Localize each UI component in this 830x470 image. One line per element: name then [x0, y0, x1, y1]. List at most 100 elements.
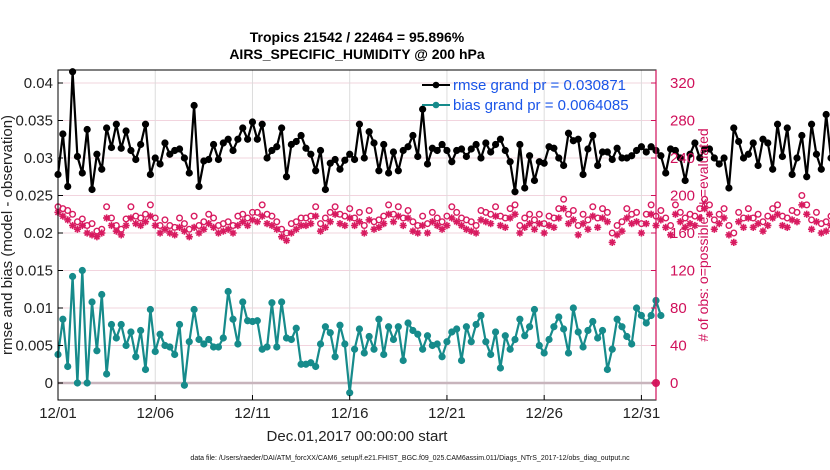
- bias-point: [453, 325, 461, 333]
- possible-obs-marker: [180, 220, 188, 228]
- possible-obs-marker: [720, 205, 728, 213]
- evaluated-obs-marker: [701, 205, 709, 213]
- legend-bias-label: bias grand pr = 0.0064085: [453, 97, 629, 114]
- rmse-point: [394, 167, 402, 175]
- evaluated-obs-marker: [749, 223, 757, 231]
- rmse-point: [312, 167, 320, 175]
- asterisk-stroke: [59, 213, 66, 220]
- bias-point: [487, 350, 495, 359]
- rmse-point: [316, 146, 325, 155]
- asterisk-stroke: [541, 229, 548, 237]
- evaluated-obs-marker: [696, 214, 704, 222]
- evaluated-obs-marker: [608, 238, 616, 246]
- asterisk-stroke: [142, 218, 149, 225]
- asterisk-stroke: [88, 231, 96, 238]
- bias-point: [389, 335, 398, 344]
- possible-obs-marker: [793, 208, 801, 216]
- asterisk-stroke: [288, 229, 295, 237]
- rmse-point: [205, 155, 213, 164]
- possible-obs-marker: [292, 218, 300, 226]
- rmse-point: [273, 143, 281, 151]
- rmse-point: [385, 169, 393, 177]
- bias-point: [419, 345, 427, 353]
- possible-obs-marker: [618, 218, 626, 226]
- rmse-point: [117, 144, 125, 152]
- bias-point: [584, 326, 592, 335]
- asterisk-stroke: [322, 224, 329, 231]
- asterisk-stroke: [156, 229, 164, 237]
- evaluated-obs-marker: [156, 229, 164, 237]
- bias-point: [647, 311, 655, 320]
- possible-obs-marker: [492, 203, 500, 211]
- possible-obs-marker: [258, 201, 266, 209]
- evaluated-obs-marker: [375, 223, 383, 231]
- legend-rmse-marker: [432, 81, 440, 89]
- asterisk-stroke: [317, 228, 324, 235]
- evaluated-obs-marker: [676, 218, 684, 226]
- rmse-point: [438, 140, 446, 149]
- asterisk-stroke: [497, 222, 504, 229]
- evaluated-obs-marker: [185, 233, 193, 241]
- y2-tick-label: 40: [670, 338, 687, 355]
- asterisk-stroke: [779, 222, 786, 229]
- asterisk-stroke: [122, 222, 130, 229]
- asterisk-stroke: [545, 222, 553, 229]
- chart-title: Tropics 21542 / 22464 = 95.896%: [250, 29, 465, 45]
- bias-point: [127, 328, 135, 336]
- bias-point: [73, 379, 82, 387]
- evaluated-obs-marker: [423, 229, 432, 237]
- rmse-point: [141, 120, 150, 128]
- asterisk-stroke: [254, 218, 261, 225]
- possible-obs-marker: [676, 208, 684, 216]
- possible-obs-marker: [822, 218, 830, 226]
- possible-obs-marker: [715, 210, 723, 218]
- rmse-point: [613, 144, 621, 152]
- rmse-point: [769, 165, 777, 173]
- possible-obs-marker: [248, 208, 256, 216]
- possible-obs-marker: [798, 191, 806, 199]
- possible-obs-marker: [827, 212, 830, 220]
- bias-point: [151, 347, 159, 356]
- rmse-point: [657, 152, 665, 160]
- bias-point: [409, 326, 417, 335]
- asterisk-stroke: [458, 222, 465, 229]
- rmse-point: [827, 154, 830, 162]
- possible-obs-marker: [662, 214, 670, 222]
- rmse-point: [151, 154, 159, 162]
- bias-point: [316, 340, 325, 348]
- rmse-point: [103, 124, 111, 132]
- possible-obs-marker: [321, 214, 329, 222]
- asterisk-stroke: [263, 220, 271, 227]
- asterisk-stroke: [375, 224, 382, 231]
- rmse-point: [686, 150, 694, 158]
- evaluated-obs-marker: [316, 227, 325, 235]
- asterisk-stroke: [575, 231, 582, 238]
- possible-obs-marker: [589, 203, 597, 211]
- evaluated-obs-marker: [574, 231, 582, 239]
- bias-point: [59, 315, 67, 323]
- evaluated-obs-marker: [793, 218, 801, 226]
- evaluated-obs-marker: [550, 223, 558, 231]
- evaluated-obs-marker: [521, 223, 529, 231]
- evaluated-obs-marker: [268, 221, 276, 230]
- rmse-point: [190, 101, 198, 110]
- evaluated-obs-marker: [525, 220, 534, 228]
- bias-point: [579, 343, 587, 351]
- bias-point: [219, 334, 227, 342]
- evaluated-obs-marker: [350, 221, 359, 230]
- possible-obs-marker: [312, 203, 320, 211]
- evaluated-obs-marker: [229, 229, 237, 237]
- rmse-point: [642, 148, 650, 156]
- evaluated-obs-marker: [68, 221, 77, 230]
- bias-point: [608, 345, 616, 353]
- y2-tick-label: 0: [670, 375, 678, 392]
- evaluated-obs-marker: [803, 210, 811, 218]
- asterisk-stroke: [438, 226, 446, 233]
- bias-point: [394, 323, 402, 331]
- y2-tick-label: 160: [670, 225, 695, 242]
- asterisk-stroke: [550, 224, 558, 231]
- chart-subtitle: AIRS_SPECIFIC_HUMIDITY @ 200 hPa: [229, 46, 485, 62]
- evaluated-obs-marker: [822, 227, 830, 235]
- rmse-point: [764, 139, 772, 147]
- y2-tick-label: 280: [670, 113, 695, 130]
